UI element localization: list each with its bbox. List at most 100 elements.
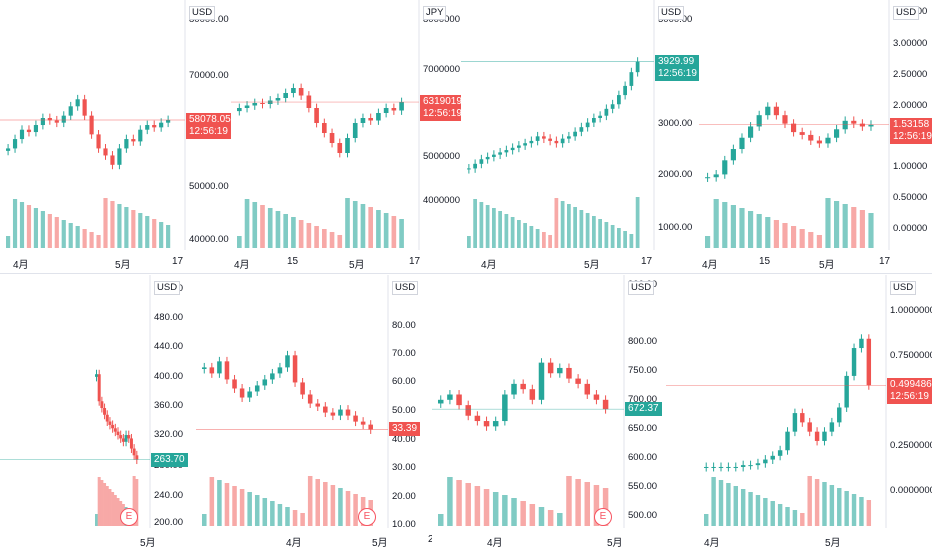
- candle[interactable]: [360, 421, 366, 425]
- candle[interactable]: [585, 122, 590, 128]
- candle[interactable]: [859, 123, 865, 127]
- candle[interactable]: [145, 125, 150, 130]
- candle[interactable]: [111, 424, 115, 429]
- candle[interactable]: [68, 106, 73, 116]
- candle[interactable]: [399, 102, 404, 111]
- earnings-event-icon[interactable]: E: [358, 508, 376, 526]
- candle[interactable]: [473, 163, 477, 169]
- candle[interactable]: [322, 123, 327, 133]
- candle[interactable]: [866, 338, 872, 386]
- candle[interactable]: [368, 118, 373, 121]
- candle[interactable]: [116, 431, 120, 436]
- candle[interactable]: [209, 367, 215, 374]
- candle[interactable]: [763, 459, 768, 464]
- chart-panel-p4[interactable]: 3.500003.000002.500002.000001.500001.000…: [699, 0, 932, 272]
- candle[interactable]: [108, 421, 112, 425]
- candle[interactable]: [592, 118, 596, 123]
- chart-canvas[interactable]: [0, 0, 231, 272]
- candle[interactable]: [456, 394, 462, 406]
- candle[interactable]: [773, 106, 779, 116]
- candle[interactable]: [329, 133, 335, 143]
- chart-panel-p1[interactable]: 80000.0070000.0060000.0050000.0040000.00…: [0, 0, 231, 272]
- candle[interactable]: [765, 106, 771, 116]
- candle[interactable]: [623, 85, 627, 96]
- candle[interactable]: [12, 139, 18, 149]
- candle[interactable]: [131, 139, 136, 142]
- candle[interactable]: [557, 367, 563, 374]
- candle[interactable]: [438, 399, 444, 404]
- chart-canvas[interactable]: [231, 0, 461, 272]
- candle[interactable]: [485, 156, 490, 160]
- candle[interactable]: [337, 143, 343, 153]
- candle[interactable]: [33, 125, 39, 133]
- candle[interactable]: [548, 138, 552, 141]
- candle[interactable]: [834, 129, 840, 138]
- candle[interactable]: [777, 450, 783, 456]
- candle[interactable]: [314, 108, 319, 123]
- currency-label[interactable]: USD: [890, 281, 917, 295]
- candle[interactable]: [338, 409, 343, 416]
- candle[interactable]: [247, 391, 252, 398]
- currency-label[interactable]: USD: [154, 281, 181, 295]
- candle[interactable]: [127, 435, 131, 439]
- candle[interactable]: [492, 421, 499, 427]
- candle[interactable]: [593, 394, 600, 400]
- candle[interactable]: [121, 438, 125, 442]
- candle[interactable]: [352, 123, 358, 138]
- candle[interactable]: [97, 374, 101, 402]
- candle[interactable]: [825, 137, 831, 144]
- candle[interactable]: [292, 355, 298, 383]
- candle[interactable]: [851, 120, 857, 124]
- candle[interactable]: [517, 145, 521, 148]
- currency-label[interactable]: JPY: [423, 6, 447, 20]
- earnings-event-icon[interactable]: E: [594, 508, 612, 526]
- candle[interactable]: [739, 137, 745, 150]
- candle[interactable]: [307, 394, 313, 404]
- candle[interactable]: [705, 177, 711, 179]
- earnings-event-icon[interactable]: E: [120, 508, 138, 526]
- candle[interactable]: [300, 382, 305, 395]
- candle[interactable]: [730, 149, 736, 161]
- candle[interactable]: [345, 138, 350, 153]
- chart-panel-p8[interactable]: 1.0000000 0.7500000 0.2500000 0.0000000 USD 4…: [666, 275, 932, 550]
- candle[interactable]: [704, 466, 709, 468]
- candle[interactable]: [502, 394, 508, 422]
- currency-label[interactable]: USD: [658, 6, 685, 20]
- candle[interactable]: [474, 415, 481, 422]
- currency-label[interactable]: USD: [392, 281, 419, 295]
- candle[interactable]: [275, 98, 281, 101]
- candle[interactable]: [575, 378, 581, 384]
- candle[interactable]: [135, 455, 139, 460]
- chart-canvas[interactable]: [699, 0, 932, 272]
- candle[interactable]: [285, 355, 290, 368]
- candle[interactable]: [837, 407, 842, 423]
- candle[interactable]: [103, 408, 107, 415]
- candle[interactable]: [113, 428, 117, 432]
- candle[interactable]: [782, 115, 788, 124]
- candle[interactable]: [504, 150, 509, 153]
- candle[interactable]: [237, 108, 242, 112]
- candle[interactable]: [792, 413, 798, 432]
- candle[interactable]: [129, 438, 133, 449]
- candle[interactable]: [89, 115, 94, 135]
- candle[interactable]: [291, 88, 296, 93]
- candle[interactable]: [232, 379, 237, 389]
- chart-panel-p2[interactable]: 80000007000000600000050000004000000JPY4月…: [231, 0, 461, 272]
- candle[interactable]: [598, 115, 602, 118]
- candle[interactable]: [467, 168, 471, 170]
- candle[interactable]: [808, 134, 814, 141]
- candle[interactable]: [604, 108, 609, 116]
- candle[interactable]: [567, 136, 571, 139]
- candle[interactable]: [224, 361, 230, 380]
- candle[interactable]: [755, 463, 761, 466]
- candle[interactable]: [103, 148, 108, 156]
- candle[interactable]: [733, 466, 738, 468]
- candle[interactable]: [492, 154, 496, 157]
- candle[interactable]: [124, 139, 129, 149]
- candle[interactable]: [61, 115, 66, 123]
- candle[interactable]: [239, 388, 245, 398]
- candle[interactable]: [566, 367, 572, 379]
- candle[interactable]: [132, 448, 136, 456]
- chart-panel-p6[interactable]: 80.00 70.00 60.00 50.00 40.00 30.00 20.00 10.00…: [196, 275, 432, 550]
- candle[interactable]: [19, 129, 25, 140]
